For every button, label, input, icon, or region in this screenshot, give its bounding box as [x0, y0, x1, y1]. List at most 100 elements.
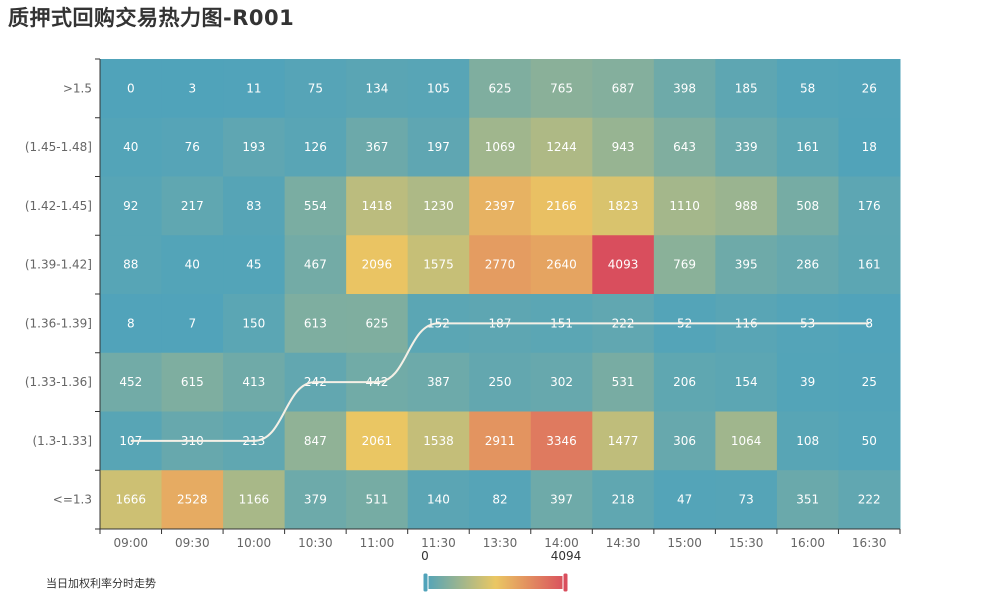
heatmap-cell[interactable]: [592, 470, 655, 530]
heatmap-cell[interactable]: [223, 176, 286, 236]
heatmap-cell[interactable]: [530, 117, 593, 177]
heatmap-cell[interactable]: [223, 235, 286, 295]
heatmap-cell[interactable]: [284, 117, 347, 177]
heatmap-cell[interactable]: [100, 294, 163, 354]
heatmap-cell[interactable]: [284, 470, 347, 530]
heatmap-cell[interactable]: [284, 176, 347, 236]
heatmap-cell[interactable]: [715, 59, 778, 119]
heatmap-cell[interactable]: [653, 411, 716, 471]
heatmap-cell[interactable]: [776, 59, 839, 119]
heatmap-cell[interactable]: [530, 352, 593, 412]
heatmap-cell[interactable]: [530, 470, 593, 530]
heatmap-cell[interactable]: [223, 352, 286, 412]
heatmap-cell[interactable]: [530, 235, 593, 295]
heatmap-cell[interactable]: [469, 411, 532, 471]
cell-value-label: 625: [489, 81, 512, 95]
heatmap-cell[interactable]: [776, 470, 839, 530]
heatmap-cell[interactable]: [715, 235, 778, 295]
heatmap-cell[interactable]: [407, 235, 470, 295]
range-handle-max[interactable]: [562, 572, 569, 593]
heatmap-cell[interactable]: [161, 59, 224, 119]
heatmap-cell[interactable]: [653, 117, 716, 177]
heatmap-cell[interactable]: [407, 352, 470, 412]
heatmap-cell[interactable]: [592, 176, 655, 236]
heatmap-cell[interactable]: [776, 411, 839, 471]
heatmap-cell[interactable]: [592, 352, 655, 412]
heatmap-cell[interactable]: [838, 470, 901, 530]
heatmap-cell[interactable]: [715, 352, 778, 412]
heatmap-cell[interactable]: [469, 117, 532, 177]
cell-value-label: 625: [365, 316, 388, 330]
heatmap-cell[interactable]: [346, 470, 409, 530]
heatmap-cell[interactable]: [161, 294, 224, 354]
heatmap-cell[interactable]: [346, 235, 409, 295]
heatmap-cell[interactable]: [838, 411, 901, 471]
x-tick-label: 16:00: [790, 536, 825, 550]
heatmap-cell[interactable]: [838, 59, 901, 119]
heatmap-cell[interactable]: [346, 294, 409, 354]
heatmap-cell[interactable]: [530, 411, 593, 471]
heatmap-cell[interactable]: [346, 411, 409, 471]
heatmap-cell[interactable]: [715, 176, 778, 236]
heatmap-cell[interactable]: [407, 176, 470, 236]
heatmap-cell[interactable]: [161, 470, 224, 530]
heatmap-cell[interactable]: [284, 235, 347, 295]
heatmap-cell[interactable]: [223, 294, 286, 354]
heatmap-cell[interactable]: [161, 235, 224, 295]
heatmap-cell[interactable]: [284, 294, 347, 354]
heatmap-cell[interactable]: [838, 352, 901, 412]
heatmap-cell[interactable]: [407, 59, 470, 119]
heatmap-cell[interactable]: [469, 470, 532, 530]
heatmap-cell[interactable]: [653, 235, 716, 295]
heatmap-cell[interactable]: [346, 176, 409, 236]
heatmap-cell[interactable]: [100, 470, 163, 530]
heatmap-cell[interactable]: [100, 59, 163, 119]
heatmap-cell[interactable]: [838, 235, 901, 295]
heatmap-cell[interactable]: [653, 176, 716, 236]
heatmap-cell[interactable]: [100, 235, 163, 295]
heatmap-cell[interactable]: [161, 176, 224, 236]
heatmap-cell[interactable]: [223, 117, 286, 177]
heatmap-cell[interactable]: [407, 117, 470, 177]
heatmap-cell[interactable]: [653, 352, 716, 412]
heatmap-cell[interactable]: [838, 176, 901, 236]
heatmap-cell[interactable]: [530, 59, 593, 119]
cell-value-label: 126: [304, 140, 327, 154]
heatmap-cell[interactable]: [592, 411, 655, 471]
heatmap-cell[interactable]: [346, 59, 409, 119]
heatmap-cell[interactable]: [161, 117, 224, 177]
heatmap-cell[interactable]: [100, 352, 163, 412]
cell-value-label: 943: [612, 140, 635, 154]
heatmap-cell[interactable]: [776, 176, 839, 236]
heatmap-cell[interactable]: [776, 235, 839, 295]
heatmap-cell[interactable]: [838, 117, 901, 177]
heatmap-cell[interactable]: [715, 411, 778, 471]
cell-value-label: 58: [800, 81, 815, 95]
heatmap-cell[interactable]: [407, 470, 470, 530]
heatmap-cell[interactable]: [100, 117, 163, 177]
heatmap-cell[interactable]: [223, 59, 286, 119]
heatmap-cell[interactable]: [776, 352, 839, 412]
heatmap-cell[interactable]: [100, 176, 163, 236]
heatmap-cell[interactable]: [592, 59, 655, 119]
heatmap-cell[interactable]: [284, 411, 347, 471]
heatmap-cell[interactable]: [469, 352, 532, 412]
heatmap-cell[interactable]: [284, 59, 347, 119]
heatmap-cell[interactable]: [653, 59, 716, 119]
heatmap-cell[interactable]: [469, 176, 532, 236]
heatmap-cell[interactable]: [715, 117, 778, 177]
heatmap-cell[interactable]: [653, 470, 716, 530]
heatmap-cell[interactable]: [776, 117, 839, 177]
cell-value-label: 47: [677, 493, 692, 507]
heatmap-cell[interactable]: [592, 117, 655, 177]
heatmap-cell[interactable]: [223, 470, 286, 530]
heatmap-cell[interactable]: [715, 470, 778, 530]
heatmap-cell[interactable]: [161, 352, 224, 412]
heatmap-cell[interactable]: [530, 176, 593, 236]
heatmap-cell[interactable]: [469, 59, 532, 119]
range-handle-min[interactable]: [422, 572, 429, 593]
heatmap-cell[interactable]: [346, 117, 409, 177]
heatmap-cell[interactable]: [592, 235, 655, 295]
heatmap-cell[interactable]: [407, 411, 470, 471]
heatmap-cell[interactable]: [469, 235, 532, 295]
